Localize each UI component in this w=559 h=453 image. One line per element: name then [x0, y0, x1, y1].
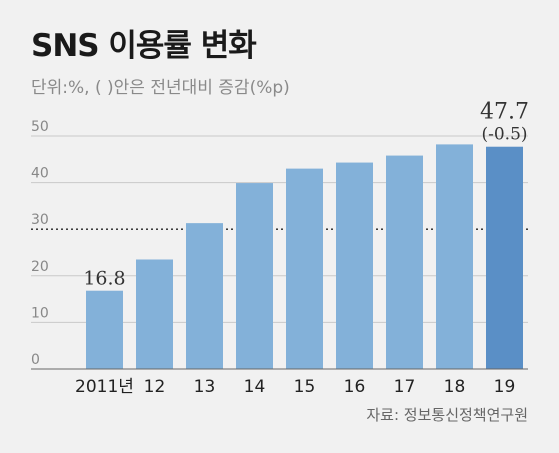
bar-13 — [186, 223, 223, 369]
x-axis-labels: 2011년 12 13 14 15 16 17 18 19 — [75, 377, 515, 397]
bar-16 — [336, 162, 373, 369]
x-tick-label: 14 — [244, 377, 266, 397]
x-tick-label: 15 — [294, 377, 316, 397]
bar-18 — [436, 144, 473, 369]
x-tick-label: 18 — [444, 377, 466, 397]
x-tick-label: 16 — [344, 377, 366, 397]
x-tick-label: 12 — [144, 377, 166, 397]
data-labels: 16.8 47.7(-0.5) — [83, 100, 529, 290]
y-tick-label: 40 — [31, 166, 49, 182]
chart-title: SNS 이용률 변화 — [31, 28, 257, 64]
data-label-value: 47.7 — [480, 100, 529, 125]
data-label-value: 16.8 — [83, 268, 125, 290]
y-tick-label: 50 — [31, 119, 49, 135]
x-tick-label: 19 — [494, 377, 516, 397]
bar-2011년 — [86, 290, 123, 369]
x-tick-label: 17 — [394, 377, 416, 397]
x-tick-label: 13 — [194, 377, 216, 397]
bar-15 — [286, 168, 323, 369]
y-tick-label: 20 — [31, 259, 49, 275]
bar-14 — [236, 183, 273, 369]
x-tick-label: 2011년 — [75, 377, 134, 397]
data-label-change: (-0.5) — [481, 125, 527, 145]
bar-19 — [486, 146, 523, 369]
y-axis-ticks: 0 10 20 30 40 50 — [31, 119, 49, 368]
bar-12 — [136, 259, 173, 369]
chart-subtitle: 단위:%, ( )안은 전년대비 증감(%p) — [31, 78, 290, 98]
source-note: 자료: 정보통신정책연구원 — [366, 406, 528, 424]
y-tick-label: 0 — [31, 352, 40, 368]
y-tick-label: 30 — [31, 212, 49, 228]
bar-17 — [386, 155, 423, 369]
y-tick-label: 10 — [31, 305, 49, 321]
bars — [86, 144, 523, 369]
